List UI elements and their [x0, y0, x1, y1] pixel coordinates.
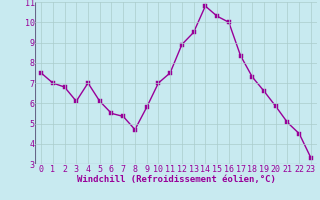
- X-axis label: Windchill (Refroidissement éolien,°C): Windchill (Refroidissement éolien,°C): [76, 175, 276, 184]
